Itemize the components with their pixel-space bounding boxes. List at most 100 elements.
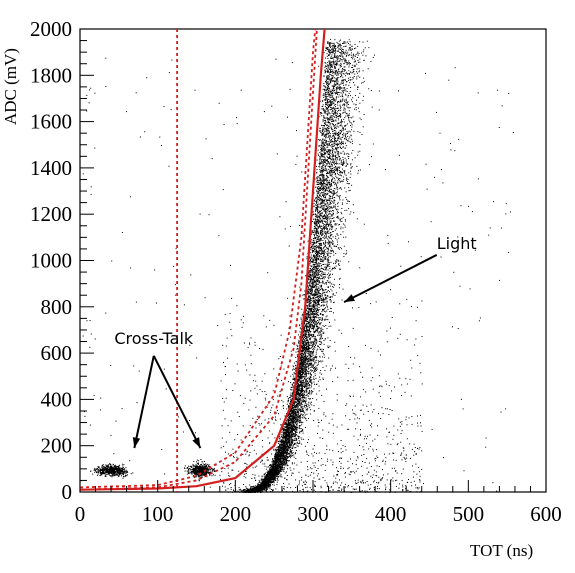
data-point bbox=[283, 468, 285, 470]
data-point bbox=[196, 465, 198, 467]
data-point bbox=[319, 179, 320, 181]
data-point bbox=[116, 466, 118, 468]
data-point bbox=[287, 424, 289, 426]
data-point bbox=[298, 395, 300, 397]
data-point bbox=[330, 311, 332, 312]
data-point bbox=[317, 217, 318, 219]
data-point bbox=[327, 47, 329, 49]
data-point bbox=[331, 100, 333, 102]
data-point bbox=[313, 271, 314, 273]
data-point bbox=[353, 130, 355, 132]
data-point bbox=[296, 425, 298, 427]
data-point bbox=[309, 300, 310, 302]
data-point bbox=[202, 463, 204, 465]
data-point bbox=[344, 129, 346, 131]
data-point bbox=[344, 58, 346, 60]
data-point bbox=[318, 319, 320, 321]
data-point bbox=[115, 466, 116, 468]
data-point bbox=[304, 348, 306, 350]
data-point bbox=[286, 459, 288, 461]
data-point bbox=[316, 393, 318, 395]
data-point bbox=[331, 54, 333, 56]
data-point bbox=[279, 438, 281, 440]
data-point bbox=[342, 104, 344, 106]
data-point bbox=[321, 292, 323, 294]
data-point bbox=[312, 359, 314, 360]
data-point bbox=[329, 81, 331, 83]
data-point bbox=[118, 474, 120, 476]
data-point bbox=[313, 192, 315, 194]
data-point bbox=[326, 228, 328, 230]
data-point bbox=[328, 230, 330, 232]
data-point bbox=[311, 345, 313, 347]
data-point bbox=[292, 392, 294, 393]
data-point bbox=[107, 472, 109, 474]
data-point bbox=[299, 394, 301, 396]
data-point bbox=[200, 470, 202, 472]
data-point bbox=[289, 396, 291, 398]
data-point bbox=[329, 109, 331, 111]
data-point bbox=[322, 145, 324, 147]
data-point bbox=[341, 248, 342, 250]
data-point bbox=[202, 467, 204, 468]
data-point bbox=[335, 93, 336, 95]
data-point bbox=[320, 183, 322, 185]
data-point bbox=[123, 474, 124, 476]
data-point bbox=[279, 462, 281, 464]
data-point bbox=[311, 276, 313, 278]
data-point bbox=[314, 269, 316, 271]
data-point bbox=[319, 265, 321, 267]
data-point bbox=[115, 472, 117, 474]
data-point bbox=[323, 75, 325, 77]
data-point bbox=[316, 324, 318, 326]
data-point bbox=[277, 475, 279, 477]
data-point bbox=[337, 58, 339, 60]
data-point bbox=[336, 72, 338, 74]
data-point bbox=[329, 113, 331, 115]
data-point bbox=[332, 134, 334, 136]
data-point bbox=[99, 473, 101, 475]
data-point bbox=[325, 209, 327, 211]
data-point bbox=[329, 157, 331, 159]
data-point bbox=[328, 181, 330, 183]
data-point bbox=[293, 428, 295, 430]
data-point bbox=[305, 320, 307, 322]
data-point bbox=[319, 186, 321, 188]
data-point bbox=[289, 426, 291, 428]
data-point bbox=[310, 300, 312, 301]
data-point bbox=[287, 420, 289, 422]
data-point bbox=[329, 137, 330, 139]
data-point bbox=[345, 250, 347, 252]
data-point bbox=[314, 272, 316, 274]
data-point bbox=[306, 336, 308, 338]
data-point bbox=[105, 472, 107, 474]
data-point bbox=[306, 338, 308, 340]
data-point bbox=[326, 96, 327, 98]
data-point bbox=[289, 404, 291, 406]
data-point bbox=[317, 266, 319, 268]
data-point bbox=[306, 367, 308, 368]
data-point bbox=[333, 106, 335, 108]
data-point bbox=[336, 142, 338, 144]
data-point bbox=[200, 468, 201, 470]
data-point bbox=[198, 476, 200, 478]
data-point bbox=[326, 174, 327, 176]
data-point bbox=[334, 174, 336, 176]
data-point bbox=[342, 87, 344, 89]
data-point bbox=[184, 465, 186, 467]
data-point bbox=[251, 488, 253, 490]
data-point bbox=[273, 480, 275, 482]
data-point bbox=[329, 78, 331, 80]
data-point bbox=[338, 77, 340, 79]
data-point bbox=[315, 252, 316, 254]
data-point bbox=[308, 303, 310, 305]
data-point bbox=[115, 465, 117, 467]
data-point bbox=[340, 62, 342, 64]
data-point bbox=[294, 401, 296, 403]
data-point bbox=[308, 331, 310, 333]
data-point bbox=[345, 115, 347, 117]
data-point bbox=[349, 44, 351, 46]
data-point bbox=[116, 474, 118, 476]
data-point bbox=[330, 251, 332, 252]
data-point bbox=[329, 189, 331, 190]
